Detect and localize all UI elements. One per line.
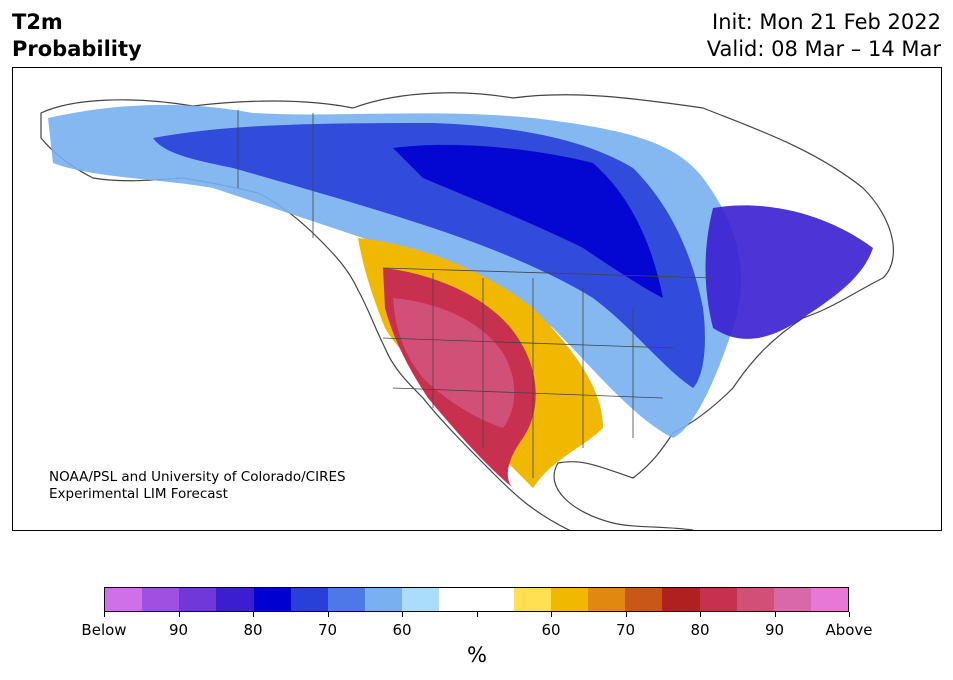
colorbar-tick bbox=[625, 612, 627, 617]
colorbar-tick bbox=[402, 612, 403, 617]
colorbar-segment bbox=[327, 588, 366, 611]
colorbar-segment bbox=[402, 588, 440, 611]
colorbar-segment bbox=[216, 588, 254, 611]
colorbar-tick-label: Above bbox=[825, 621, 873, 639]
colorbar-tick-label: 90 bbox=[764, 621, 785, 639]
colorbar-segment bbox=[773, 588, 811, 611]
colorbar-tick-label: 80 bbox=[690, 621, 710, 639]
colorbar-tick bbox=[849, 612, 850, 617]
colorbar-tick bbox=[104, 612, 105, 617]
below-band-east bbox=[705, 205, 873, 339]
forecast-dates: Init: Mon 21 Feb 2022 Valid: 08 Mar – 14… bbox=[707, 9, 941, 63]
colorbar-tick-label: 60 bbox=[392, 621, 412, 639]
above-band-pink bbox=[393, 298, 515, 428]
colorbar-segment bbox=[736, 588, 774, 611]
colorbar-segment bbox=[699, 588, 737, 611]
colorbar-segment bbox=[513, 588, 551, 611]
probability-map bbox=[12, 67, 942, 531]
colorbar bbox=[104, 587, 849, 612]
colorbar-segment bbox=[625, 588, 663, 611]
colorbar-unit: % bbox=[467, 643, 487, 667]
colorbar-segment bbox=[365, 588, 403, 611]
colorbar-tick bbox=[774, 612, 776, 617]
title-line-1: T2m bbox=[12, 10, 63, 34]
colorbar-segment bbox=[662, 588, 700, 611]
colorbar-segment bbox=[476, 588, 514, 611]
valid-date: Valid: 08 Mar – 14 Mar bbox=[706, 37, 941, 61]
colorbar-segment bbox=[550, 588, 589, 611]
colorbar-tick bbox=[700, 612, 701, 617]
colorbar-segment bbox=[179, 588, 217, 611]
map-canvas bbox=[40, 92, 894, 530]
colorbar-segment bbox=[253, 588, 291, 611]
colorbar-tick-label: Below bbox=[81, 621, 127, 639]
credit-line-1: NOAA/PSL and University of Colorado/CIRE… bbox=[49, 469, 346, 485]
forecast-credit: NOAA/PSL and University of Colorado/CIRE… bbox=[49, 469, 346, 503]
state-borders bbox=[237, 110, 714, 478]
colorbar-segment bbox=[810, 588, 849, 611]
credit-line-2: Experimental LIM Forecast bbox=[49, 486, 228, 502]
colorbar-tick-label: 80 bbox=[243, 621, 263, 639]
colorbar-segment bbox=[142, 588, 180, 611]
colorbar-segment bbox=[290, 588, 328, 611]
colorbar-tick-label: 70 bbox=[615, 621, 636, 639]
colorbar-tick-label: 70 bbox=[317, 621, 338, 639]
below-band-deep bbox=[393, 144, 663, 298]
init-date: Init: Mon 21 Feb 2022 bbox=[712, 10, 941, 34]
colorbar-tick bbox=[178, 612, 180, 617]
land-mass bbox=[40, 92, 894, 530]
title-line-2: Probability bbox=[12, 37, 142, 61]
colorbar-tick-label: 60 bbox=[541, 621, 561, 639]
colorbar-tick bbox=[551, 612, 552, 617]
map-title: T2m Probability bbox=[12, 9, 142, 63]
colorbar-segment bbox=[105, 588, 143, 611]
colorbar-segment bbox=[588, 588, 626, 611]
colorbar-tick bbox=[253, 612, 254, 617]
colorbar-segment bbox=[439, 588, 477, 611]
colorbar-tick-label: 90 bbox=[168, 621, 189, 639]
colorbar-tick bbox=[476, 612, 478, 617]
colorbar-tick bbox=[327, 612, 329, 617]
